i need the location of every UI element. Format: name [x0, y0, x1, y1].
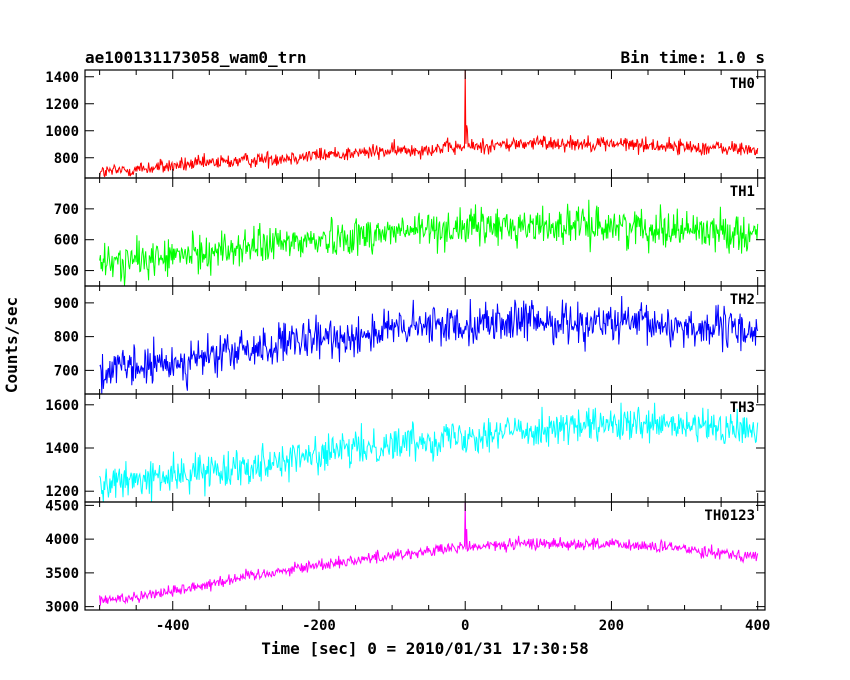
panel-label-th0123: TH0123 — [704, 508, 755, 524]
series-line-th1 — [99, 199, 759, 286]
x-tick-label: 400 — [745, 618, 770, 634]
y-tick-label: 800 — [54, 151, 79, 167]
series-line-th3 — [99, 402, 759, 502]
y-tick-label: 1200 — [45, 97, 79, 113]
chart-title: ae100131173058_wam0_trn — [85, 48, 307, 67]
y-tick-label: 1000 — [45, 124, 79, 140]
y-tick-label: 900 — [54, 296, 79, 312]
y-tick-label: 700 — [54, 363, 79, 379]
bin-time-label: Bin time: 1.0 s — [621, 48, 766, 67]
panel-label-th1: TH1 — [730, 184, 755, 200]
y-tick-label: 1200 — [45, 484, 79, 500]
x-tick-label: 200 — [599, 618, 624, 634]
y-tick-label: 600 — [54, 233, 79, 249]
panel-label-th2: TH2 — [730, 292, 755, 308]
x-tick-label: -200 — [302, 618, 336, 634]
panels-group: 800 1000 1200 1400 TH0 500 600 700 TH1 700 800 900 T… — [45, 69, 770, 634]
panel-frame — [84, 285, 766, 395]
panel-label-th0: TH0 — [730, 76, 755, 92]
series-line-th2 — [99, 295, 759, 394]
y-tick-label: 4000 — [45, 532, 79, 548]
y-tick-label: 500 — [54, 264, 79, 280]
panel-frame — [84, 501, 766, 611]
series-line-th0123 — [99, 502, 759, 606]
y-tick-label: 700 — [54, 202, 79, 218]
y-tick-label: 4500 — [45, 498, 79, 514]
y-tick-label: 1600 — [45, 398, 79, 414]
y-tick-label: 3500 — [45, 566, 79, 582]
x-tick-label: -400 — [156, 618, 190, 634]
panel-label-th3: TH3 — [730, 400, 755, 416]
y-tick-label: 800 — [54, 330, 79, 346]
x-axis-label: Time [sec] 0 = 2010/01/31 17:30:58 — [261, 639, 589, 658]
y-axis-label: Counts/sec — [2, 297, 21, 393]
series-line-th0 — [99, 70, 759, 178]
x-tick-label: 0 — [461, 618, 469, 634]
y-tick-label: 3000 — [45, 600, 79, 616]
y-tick-label: 1400 — [45, 441, 79, 457]
y-tick-label: 1400 — [45, 70, 79, 86]
